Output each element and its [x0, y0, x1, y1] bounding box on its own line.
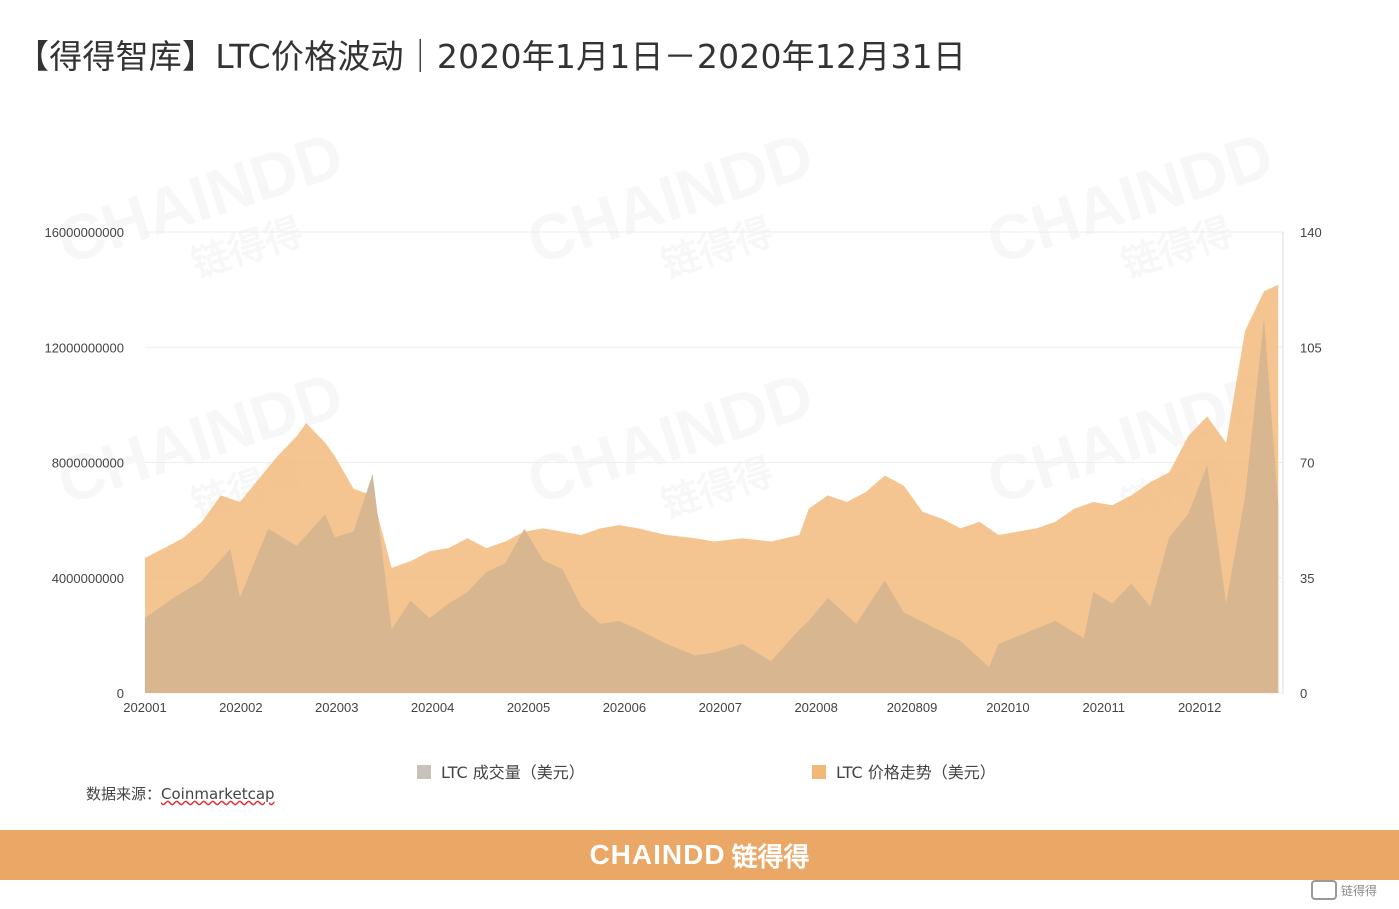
source-link[interactable]: Coinmarketcap [161, 785, 275, 803]
y-axis-right: 0 35 70 105 140 [1300, 225, 1322, 701]
x-tick-label: 202008 [794, 700, 837, 715]
y-left-tick-label: 0 [117, 686, 124, 701]
chart-areas [145, 284, 1279, 693]
y-left-tick-label: 16000000000 [44, 225, 124, 240]
x-tick-label: 202011 [1083, 700, 1125, 715]
x-tick-label: 202012 [1178, 700, 1221, 715]
legend-swatch [417, 765, 431, 779]
legend-swatch [812, 765, 826, 779]
x-axis: 202001 202002 202003 202004 202005 202006 2020… [123, 700, 1221, 715]
chart-canvas: 0 4000000000 8000000000 12000000000 16000000… [44, 225, 1322, 782]
chart-title: 【得得智库】LTC价格波动｜2020年1月1日－2020年12月31日 [16, 37, 967, 76]
series-area-volume-overlap [145, 318, 1279, 693]
y-axis-left: 0 4000000000 8000000000 12000000000 16000000… [44, 225, 124, 701]
x-tick-label: 202003 [315, 700, 358, 715]
y-right-tick-label: 0 [1300, 686, 1307, 701]
y-left-tick-label: 8000000000 [52, 456, 124, 471]
corner-logo: 链得得 [1311, 879, 1391, 901]
y-left-tick-label: 12000000000 [44, 340, 124, 355]
legend-label: LTC 价格走势（美元） [836, 763, 996, 782]
logo-icon [1311, 880, 1337, 900]
corner-logo-text: 链得得 [1341, 883, 1378, 898]
x-tick-label: 202007 [699, 700, 742, 715]
x-tick-label: 202006 [603, 700, 646, 715]
x-tick-label: 2020809 [887, 700, 938, 715]
y-right-tick-label: 140 [1300, 225, 1322, 240]
legend-label: LTC 成交量（美元） [441, 763, 585, 782]
x-tick-label: 202001 [123, 700, 166, 715]
x-tick-label: 202002 [219, 700, 262, 715]
footer-brand: CHAINDD [589, 839, 726, 870]
y-right-tick-label: 35 [1300, 571, 1314, 586]
x-tick-label: 202010 [986, 700, 1029, 715]
series-area-price [145, 284, 1279, 693]
x-tick-label: 202004 [411, 700, 454, 715]
footer-banner: CHAINDD 链得得 [0, 830, 1399, 880]
y-left-tick-label: 4000000000 [52, 571, 124, 586]
source-label: 数据来源： [86, 785, 162, 803]
x-tick-label: 202005 [507, 700, 550, 715]
chart-legend: LTC 成交量（美元） LTC 价格走势（美元） [417, 763, 996, 782]
footer-brand-cn: 链得得 [731, 842, 810, 873]
y-right-tick-label: 70 [1300, 456, 1314, 471]
y-right-tick-label: 105 [1300, 340, 1322, 355]
data-source: 数据来源：Coinmarketcap [86, 783, 275, 804]
